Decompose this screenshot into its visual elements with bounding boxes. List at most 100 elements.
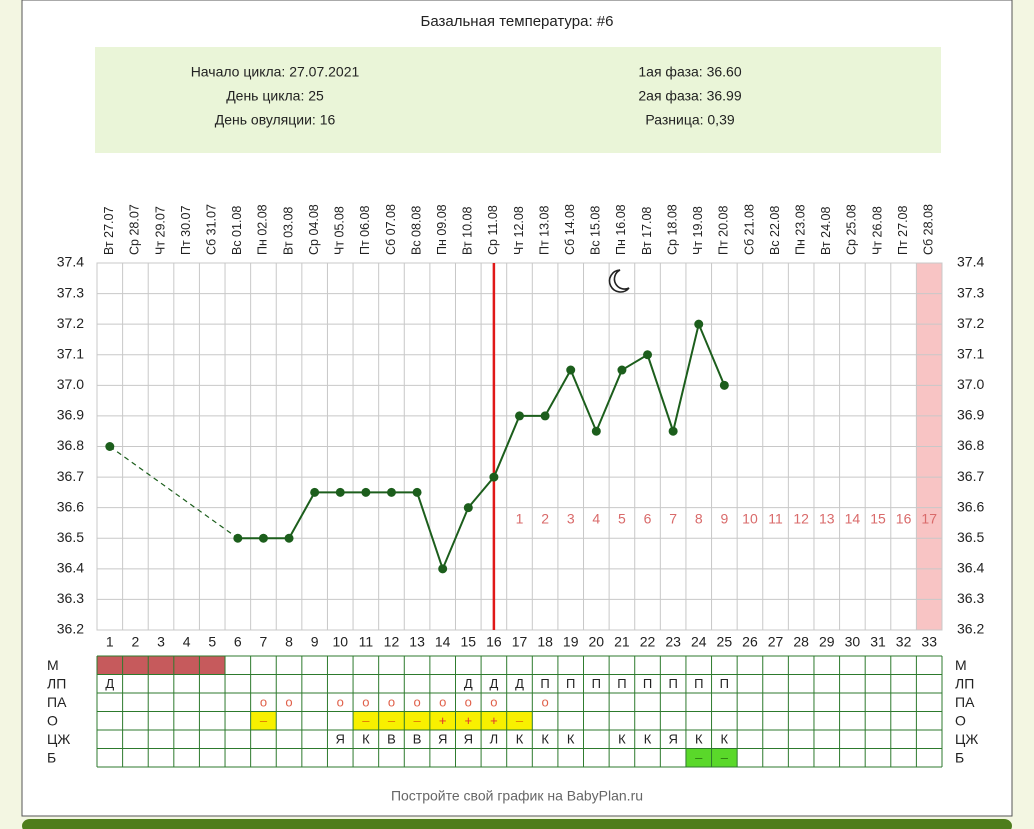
y-tick-label-right: 36.6 (957, 498, 984, 514)
y-tick-label: 36.8 (57, 437, 84, 453)
table-row-label-right: ПА (955, 694, 975, 710)
post-ovulation-day: 1 (516, 511, 524, 527)
x-tick-label: 29 (819, 634, 835, 650)
date-label: Сб 07.08 (384, 204, 398, 255)
table-cell-text: К (567, 732, 575, 747)
y-tick-label: 36.7 (57, 468, 84, 484)
x-tick-label: 31 (870, 634, 886, 650)
table-cell-fill (97, 656, 123, 675)
table-cell-text: o (541, 695, 548, 710)
x-tick-label: 7 (260, 634, 268, 650)
date-label: Ср 04.08 (307, 204, 321, 255)
table-cell-fill (122, 656, 149, 675)
summary-text: Разница: 0,39 (645, 112, 735, 128)
table-cell-text: o (362, 695, 369, 710)
temperature-point (386, 487, 396, 497)
x-tick-label: 4 (183, 634, 191, 650)
table-cell-text: К (721, 732, 729, 747)
date-label: Сб 28.08 (921, 204, 935, 255)
table-cell-text: + (439, 713, 447, 728)
x-tick-label: 23 (665, 634, 681, 650)
date-label: Вт 03.08 (281, 207, 295, 255)
x-tick-label: 16 (486, 634, 502, 650)
table-cell-text: – (388, 713, 396, 728)
table-cell-text: + (490, 713, 498, 728)
table-cell-text: К (644, 732, 652, 747)
table-cell-text: – (260, 713, 268, 728)
y-tick-label: 36.9 (57, 407, 84, 423)
x-tick-label: 18 (537, 634, 553, 650)
date-label: Чт 05.08 (333, 206, 347, 255)
x-tick-label: 12 (384, 634, 400, 650)
x-tick-label: 6 (234, 634, 242, 650)
table-cell-text: – (362, 713, 370, 728)
y-tick-label-right: 37.0 (957, 376, 984, 392)
table-cell-fill (378, 711, 405, 730)
table-cell-fill (711, 748, 738, 767)
summary-text: Начало цикла: 27.07.2021 (191, 64, 360, 80)
table-cell-text: В (387, 732, 396, 747)
table-row-label: О (47, 712, 58, 728)
date-label: Вт 24.08 (819, 207, 833, 255)
post-ovulation-day: 7 (669, 511, 677, 527)
table-cell-text: o (465, 695, 472, 710)
temperature-point (335, 487, 345, 497)
x-tick-label: 19 (563, 634, 579, 650)
post-ovulation-day: 8 (695, 511, 703, 527)
date-label: Вт 10.08 (461, 207, 475, 255)
x-tick-label: 2 (132, 634, 140, 650)
y-tick-label: 37.0 (57, 376, 84, 392)
post-ovulation-day: 10 (742, 511, 758, 527)
table-cell-fill (250, 711, 277, 730)
temperature-point (361, 487, 371, 497)
table-cell-text: o (260, 695, 267, 710)
table-cell-text: Д (105, 676, 114, 691)
post-ovulation-day: 4 (592, 511, 600, 527)
table-cell-text: П (592, 676, 601, 691)
chart-title: Базальная температура: #6 (421, 13, 614, 30)
table-cell-text: Д (464, 676, 473, 691)
y-tick-label-right: 36.4 (957, 560, 984, 576)
table-row-label: ЦЖ (47, 731, 70, 747)
y-tick-label: 36.4 (57, 560, 84, 576)
post-ovulation-day: 12 (793, 511, 809, 527)
y-tick-label-right: 37.3 (957, 284, 984, 300)
date-label: Пт 27.08 (896, 205, 910, 255)
table-cell-text: К (516, 732, 524, 747)
x-tick-label: 3 (157, 634, 165, 650)
y-tick-label-right: 37.1 (957, 345, 984, 361)
table-cell-text: П (643, 676, 652, 691)
y-tick-label-right: 36.8 (957, 437, 984, 453)
date-label: Ср 11.08 (486, 205, 500, 255)
table-cell-text: П (720, 676, 729, 691)
table-cell-text: Д (489, 676, 498, 691)
temperature-point (233, 533, 243, 543)
date-label: Сб 14.08 (563, 204, 577, 255)
table-cell-text: o (388, 695, 395, 710)
table-cell-fill (481, 711, 507, 730)
y-tick-label-right: 36.2 (957, 621, 984, 637)
temperature-point (643, 350, 653, 360)
table-cell-fill (148, 656, 174, 675)
date-label: Пн 16.08 (614, 204, 628, 255)
post-ovulation-day: 2 (541, 511, 549, 527)
date-label: Пт 20.08 (717, 205, 731, 255)
date-label: Пт 13.08 (537, 205, 551, 255)
post-ovulation-day: 13 (819, 511, 835, 527)
table-cell-text: – (413, 713, 421, 728)
table-cell-text: К (362, 732, 370, 747)
y-tick-label: 37.3 (57, 284, 84, 300)
x-tick-label: 13 (409, 634, 425, 650)
date-label: Чт 12.08 (512, 206, 526, 255)
post-ovulation-day: 5 (618, 511, 626, 527)
table-row-label-right: М (955, 657, 967, 673)
x-tick-label: 9 (311, 634, 319, 650)
table-cell-text: Я (668, 732, 677, 747)
date-label: Пн 02.08 (256, 204, 270, 255)
table-cell-text: Я (336, 732, 345, 747)
table-cell-text: Я (464, 732, 473, 747)
table-cell-text: Я (438, 732, 447, 747)
temperature-point (617, 365, 627, 375)
